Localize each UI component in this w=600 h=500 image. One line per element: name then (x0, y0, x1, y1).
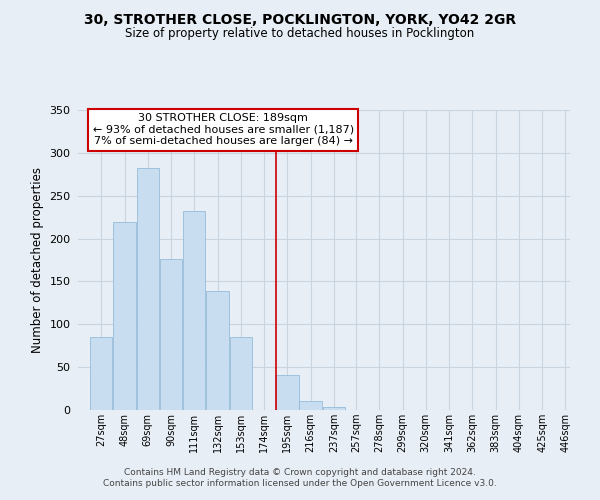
Bar (183, 211, 205, 410)
Bar (137, 168, 159, 410)
Text: Contains HM Land Registry data © Crown copyright and database right 2024.
Contai: Contains HM Land Registry data © Crown c… (103, 468, 497, 487)
Text: Size of property relative to detached houses in Pocklington: Size of property relative to detached ho… (125, 28, 475, 40)
Bar (230, 337, 252, 410)
Bar (299, 400, 322, 410)
Bar (276, 375, 299, 410)
Y-axis label: Number of detached properties: Number of detached properties (31, 167, 44, 353)
Bar (90, 337, 112, 410)
Bar (160, 259, 182, 410)
Text: 30, STROTHER CLOSE, POCKLINGTON, YORK, YO42 2GR: 30, STROTHER CLOSE, POCKLINGTON, YORK, Y… (84, 12, 516, 26)
Text: 30 STROTHER CLOSE: 189sqm
← 93% of detached houses are smaller (1,187)
7% of sem: 30 STROTHER CLOSE: 189sqm ← 93% of detac… (92, 113, 354, 146)
Bar (323, 406, 345, 410)
Bar (206, 291, 229, 410)
Bar (113, 222, 136, 410)
